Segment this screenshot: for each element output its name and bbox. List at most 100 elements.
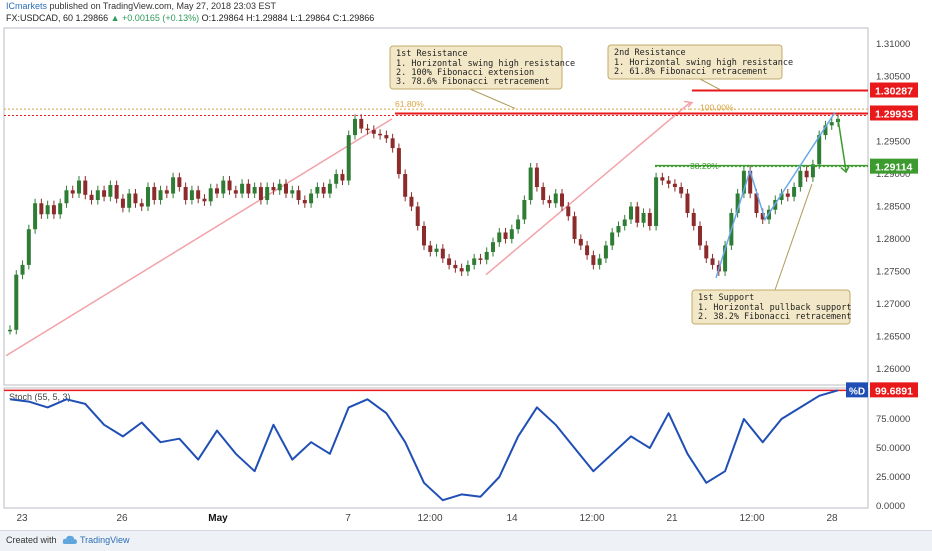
candle-body	[610, 232, 615, 246]
abcd-pattern-path	[715, 111, 836, 279]
indicator-tick-label: 25.0000	[876, 472, 910, 483]
candle-body	[484, 251, 489, 260]
annotation-box	[607, 44, 783, 80]
candle-body	[327, 183, 332, 194]
candle-body	[365, 128, 370, 131]
indicator-name: Stoch (55, 5, 3)	[9, 392, 71, 402]
candle-body	[509, 229, 514, 239]
indicator-pane-border	[3, 387, 869, 509]
candle-body	[528, 167, 533, 201]
symbol-label: FX:USDCAD, 60	[6, 13, 74, 23]
candle-body	[629, 206, 633, 220]
candle-body	[760, 212, 765, 220]
candle-body	[698, 225, 702, 246]
annotation-pointer	[699, 78, 721, 90]
candle-body	[89, 194, 94, 201]
candle-body	[798, 170, 803, 188]
candle-body	[359, 118, 364, 129]
candle-body	[497, 232, 502, 243]
candle-body	[321, 187, 326, 194]
time-tick-label: 12:00	[579, 513, 604, 524]
candle-body	[227, 180, 232, 191]
annotation-title: 1st Resistance	[396, 49, 468, 59]
chart-area[interactable]: 1.310001.305001.300001.295001.290001.285…	[0, 0, 932, 530]
candle-body	[20, 264, 25, 275]
candle-body	[39, 203, 44, 215]
candle-body	[108, 185, 113, 197]
candle-body	[453, 264, 458, 269]
annotation-pointer	[774, 183, 813, 291]
trend-arrow-head	[683, 100, 694, 108]
candle-body	[810, 164, 815, 178]
candle-body	[672, 183, 677, 188]
price-tick-label: 1.31000	[876, 39, 910, 50]
candle-body	[208, 188, 213, 202]
price-tick-label: 1.27000	[876, 299, 910, 310]
candle-body	[64, 190, 69, 204]
candle-body	[70, 190, 75, 194]
tradingview-cloud-icon	[62, 535, 77, 544]
price-level-value: 1.30287	[875, 86, 913, 98]
candle-body	[447, 258, 452, 265]
candle-body	[221, 180, 226, 194]
candle-body	[585, 245, 590, 256]
indicator-last-value: 99.6891	[875, 385, 913, 397]
candle-body	[635, 206, 640, 223]
fib-label: 100.00%	[700, 102, 734, 112]
candle-body	[422, 225, 426, 246]
time-tick-label: 26	[116, 513, 128, 524]
candle-body	[302, 200, 307, 204]
candle-body	[823, 125, 828, 136]
fib-label: 38.20%	[690, 161, 719, 171]
change-up-icon: ▲	[110, 13, 120, 23]
indicator-tick-label: 50.0000	[876, 443, 910, 454]
publisher-link[interactable]: ICmarkets	[6, 1, 48, 11]
candle-body	[534, 167, 539, 188]
candle-body	[660, 177, 665, 181]
time-tick-label: 7	[345, 513, 351, 524]
candle-body	[597, 258, 602, 265]
price-tick-label: 1.26000	[876, 364, 910, 375]
candle-body	[177, 177, 182, 188]
candle-body	[704, 245, 709, 259]
annotation-line: 1. Horizontal swing high resistance	[396, 59, 575, 69]
candle-body	[522, 200, 527, 220]
candle-body	[202, 198, 207, 202]
price-level-tag	[870, 82, 918, 98]
candle-body	[14, 274, 19, 330]
ohlc-values: O:1.29864 H:1.29884 L:1.29864 C:1.29866	[201, 13, 375, 23]
candle-body	[396, 148, 401, 175]
annotation-line: 2. 38.2% Fibonacci retracement	[698, 312, 852, 322]
candle-body	[572, 216, 577, 239]
annotation-box	[691, 289, 851, 325]
candle-body	[26, 229, 31, 265]
candle-body	[478, 258, 483, 260]
candle-body	[77, 180, 81, 194]
price-pane-border	[3, 27, 869, 386]
price-tick-label: 1.29500	[876, 137, 910, 148]
indicator-value-tag	[870, 382, 918, 398]
candle-body	[622, 219, 627, 226]
price-level-value: 1.29933	[875, 108, 913, 120]
price-tick-label: 1.28500	[876, 202, 910, 213]
candle-body	[183, 187, 188, 201]
last-price: 1.29866	[75, 13, 109, 23]
candle-body	[560, 193, 564, 207]
price-change: +0.00165 (+0.13%)	[122, 13, 200, 23]
time-tick-label: 12:00	[739, 513, 764, 524]
candle-body	[346, 135, 351, 181]
candle-body	[114, 185, 119, 199]
tradingview-brand-link[interactable]: TradingView	[80, 535, 130, 545]
candle-body	[127, 193, 132, 208]
candle-body	[120, 198, 125, 208]
candle-body	[8, 329, 12, 332]
candles-group	[8, 114, 840, 335]
candle-body	[189, 190, 194, 201]
candle-body	[315, 187, 320, 194]
series-label-tag	[846, 382, 868, 398]
footer-bar: Created with TradingView	[0, 530, 932, 551]
candle-body	[804, 170, 809, 178]
candle-body	[603, 245, 608, 259]
candle-body	[829, 122, 834, 126]
candle-body	[553, 193, 558, 204]
